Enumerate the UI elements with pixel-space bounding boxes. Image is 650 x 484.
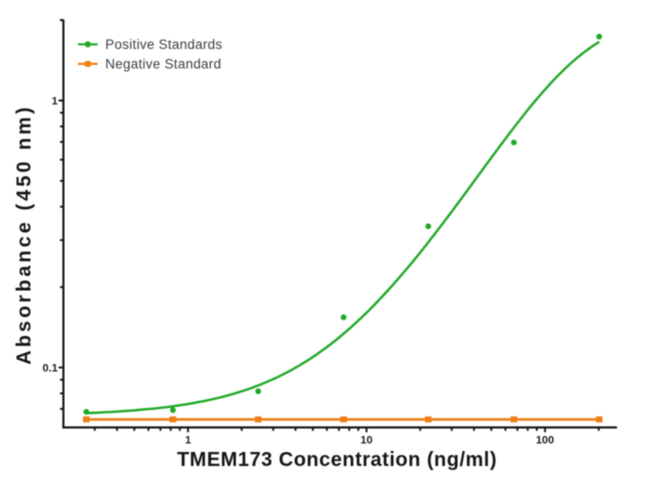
svg-text:TMEM173 Concentration (ng/ml): TMEM173 Concentration (ng/ml) [177,449,497,471]
svg-text:10: 10 [360,435,372,447]
svg-text:Negative Standard: Negative Standard [105,57,221,72]
svg-text:Positive Standards: Positive Standards [105,37,222,52]
svg-text:0.1: 0.1 [43,363,58,375]
svg-text:1: 1 [185,435,191,447]
svg-text:Absorbance (450 nm): Absorbance (450 nm) [14,104,36,364]
svg-text:100: 100 [536,435,554,447]
svg-text:1: 1 [52,95,58,107]
